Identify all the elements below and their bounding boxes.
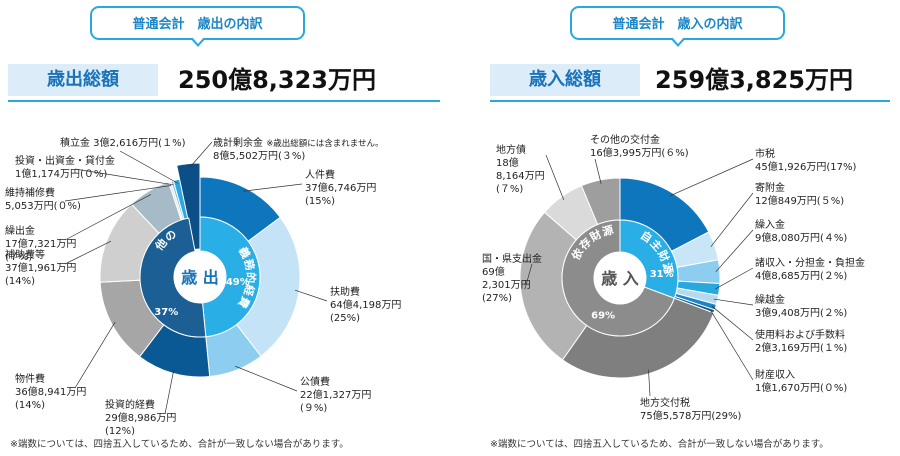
revenue-footnote: ※端数については、四捨五入しているため、合計が一致しない場合があります。 (490, 439, 829, 450)
revenue-leader-6 (710, 309, 754, 381)
revenue-label-3: 諸収入・分担金・負担金 4億8,685万円(２%) (755, 256, 865, 282)
expenditure-center-label: 歳 出 (181, 268, 219, 287)
expenditure-excluded-leader (189, 141, 213, 168)
expenditure-label-1: 扶助費 64億4,198万円(25%) (330, 285, 401, 324)
revenue-label-7: 地方交付税 75億5,578万円(29%) (640, 396, 741, 422)
revenue-label-5: 使用料および手数料 2億3,169万円(１%) (755, 328, 847, 354)
expenditure-leader-4 (74, 321, 116, 389)
expenditure-leader-0 (243, 183, 303, 192)
revenue-inner-own-percent: 31% (650, 269, 674, 280)
revenue-label-8: 国・県支出金 69億 2,301万円(27%) (482, 252, 542, 304)
expenditure-center-hole (174, 251, 226, 303)
revenue-leader-0 (669, 158, 754, 197)
expenditure-inner-mandatory (199, 216, 261, 338)
revenue-center-label: 歳 入 (601, 269, 639, 288)
expenditure-leader-3 (164, 369, 175, 415)
expenditure-label-8: 投資・出資金・貸付金 1億1,174万円(０%) (15, 154, 115, 180)
revenue-leader-10 (594, 158, 602, 184)
expenditure-label-4: 物件費 36億8,941万円(14%) (15, 372, 86, 411)
expenditure-label-0: 人件費 37億6,746万円(15%) (305, 168, 376, 207)
revenue-total-label: 歳入総額 (490, 64, 640, 96)
expenditure-label-5: 補助費等 37億1,961万円(14%) (5, 248, 76, 287)
revenue-inner-own (619, 219, 679, 299)
revenue-leader-8 (524, 263, 533, 290)
expenditure-leader-7 (64, 185, 172, 202)
expenditure-leader-1 (294, 289, 328, 302)
expenditure-leader-6 (64, 194, 152, 241)
revenue-leader-1 (710, 192, 754, 248)
revenue-leader-5 (711, 305, 754, 341)
expenditure-donut-chart: 義務的経費その他の経費49%37% 歳 出 人件費37億6,746万円(15%)… (5, 136, 402, 437)
expenditure-label-2: 公債費 22億1,327万円(９%) (300, 375, 371, 414)
expenditure-header: 普通会計 歳出の内訳 (90, 6, 305, 47)
expenditure-total-label: 歳出総額 (8, 64, 158, 96)
revenue-label-10: その他の交付金 16億3,995万円(６%) (590, 133, 689, 159)
revenue-label-6: 財産収入 1億1,670万円(０%) (755, 368, 847, 394)
revenue-leader-3 (715, 267, 754, 290)
expenditure-label-7: 維持補修費 5,053万円(０%) (5, 186, 81, 212)
revenue-leader-2 (715, 229, 754, 273)
revenue-leader-7 (648, 369, 651, 397)
revenue-label-2: 繰入金 9億8,080万円(４%) (755, 218, 847, 244)
expenditure-leader-9 (119, 150, 179, 184)
revenue-label-1: 寄附金 12億849万円(５%) (755, 181, 844, 207)
expenditure-excluded-label: 歳計剰余金 ※歳出総額には含まれません。 8億5,502万円(３%) (213, 136, 384, 162)
revenue-inner-dependent-percent: 69% (591, 310, 615, 321)
expenditure-label-9: 積立金 3億2,616万円(１%) (60, 136, 186, 149)
expenditure-leader-5 (64, 240, 112, 265)
expenditure-leader-8 (74, 168, 174, 186)
expenditure-panel: 普通会計 歳出の内訳 歳出総額 250億8,323万円 義務的経費その他の経費4… (5, 6, 440, 450)
revenue-leader-4 (713, 298, 754, 306)
revenue-label-4: 繰越金 3億9,408万円(２%) (755, 293, 847, 319)
expenditure-leader-2 (235, 365, 298, 392)
revenue-center-hole (594, 252, 646, 304)
revenue-header: 普通会計 歳入の内訳 (570, 6, 785, 47)
revenue-total-value: 259億3,825万円 (655, 66, 854, 94)
revenue-leader-9 (545, 154, 565, 201)
expenditure-inner-mandatory-percent: 49% (226, 277, 250, 288)
revenue-label-9: 地方債 18億 8,164万円(７%) (496, 143, 545, 195)
expenditure-label-6: 繰出金 17億7,321万円(７%) (5, 224, 76, 263)
expenditure-total-row: 歳出総額 250億8,323万円 (8, 60, 440, 102)
expenditure-inner-other-percent: 37% (154, 307, 178, 318)
revenue-total-row: 歳入総額 259億3,825万円 (490, 60, 890, 102)
expenditure-footnote: ※端数については、四捨五入しているため、合計が一致しない場合があります。 (10, 439, 349, 450)
revenue-panel: 普通会計 歳入の内訳 歳入総額 259億3,825万円 自主財源 依存財源 31% 6… (450, 0, 900, 456)
revenue-label-0: 市税 45億1,926万円(17%) (755, 147, 856, 173)
expenditure-total-value: 250億8,323万円 (178, 66, 377, 94)
expenditure-label-3: 投資的経費 29億8,986万円(12%) (105, 398, 176, 437)
